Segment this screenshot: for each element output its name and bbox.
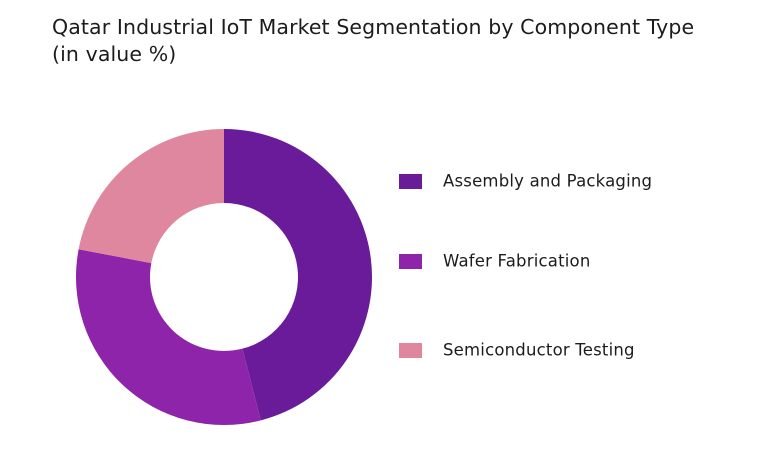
legend-swatch-icon <box>399 173 422 189</box>
chart-title: Qatar Industrial IoT Market Segmentation… <box>52 14 772 68</box>
legend-label: Assembly and Packaging <box>443 171 653 191</box>
legend-item-semiconductor-testing: Semiconductor Testing <box>399 341 635 360</box>
legend-item-wafer-fabrication: Wafer Fabrication <box>399 252 590 271</box>
legend-swatch-icon <box>399 342 422 358</box>
chart-title-line2: (in value %) <box>52 42 177 66</box>
legend-label: Wafer Fabrication <box>443 251 591 271</box>
legend-label: Semiconductor Testing <box>443 340 635 360</box>
legend-swatch-icon <box>399 253 422 269</box>
donut-slice-wafer-fabrication <box>75 249 261 425</box>
donut-slice-assembly-and-packaging <box>224 129 373 421</box>
donut-slice-semiconductor-testing <box>78 129 224 264</box>
legend-item-assembly-and-packaging: Assembly and Packaging <box>399 172 652 191</box>
chart-title-line1: Qatar Industrial IoT Market Segmentation… <box>52 15 695 39</box>
